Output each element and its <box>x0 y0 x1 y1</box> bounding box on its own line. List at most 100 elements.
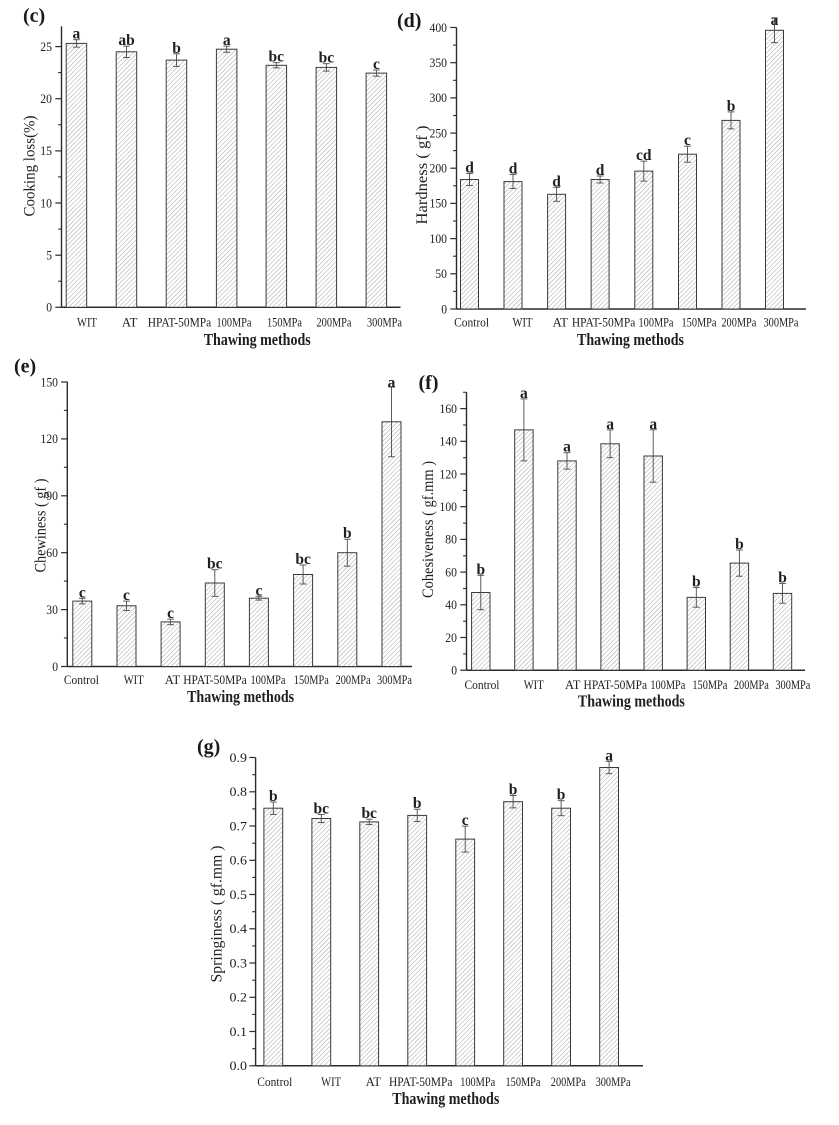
svg-text:b: b <box>778 570 787 587</box>
svg-text:c: c <box>123 587 130 604</box>
svg-text:c: c <box>79 584 86 601</box>
svg-text:Cohesiveness ( gf.mm ): Cohesiveness ( gf.mm ) <box>420 461 437 598</box>
svg-text:WIT: WIT <box>124 673 144 687</box>
svg-text:(e): (e) <box>14 356 36 378</box>
svg-text:Cooking loss(%): Cooking loss(%) <box>22 116 39 217</box>
svg-text:Springiness ( gf.mm ): Springiness ( gf.mm ) <box>209 846 226 983</box>
svg-text:c: c <box>373 56 380 73</box>
svg-text:100MPa: 100MPa <box>639 316 674 330</box>
svg-text:c: c <box>684 132 691 149</box>
svg-text:bc: bc <box>269 49 285 66</box>
svg-text:0.1: 0.1 <box>230 1025 248 1039</box>
svg-text:b: b <box>692 574 701 591</box>
svg-text:80: 80 <box>445 533 457 547</box>
svg-text:a: a <box>388 374 396 391</box>
svg-text:0.8: 0.8 <box>230 785 248 799</box>
svg-text:20: 20 <box>445 631 457 645</box>
svg-text:90: 90 <box>46 489 58 503</box>
svg-text:120: 120 <box>41 432 59 446</box>
svg-text:ab: ab <box>118 32 134 49</box>
svg-text:150: 150 <box>41 375 59 389</box>
svg-text:Control: Control <box>454 316 489 330</box>
svg-text:Control: Control <box>64 673 99 687</box>
svg-text:HPAT-50MPa: HPAT-50MPa <box>148 316 212 330</box>
svg-text:(d): (d) <box>397 10 421 32</box>
svg-text:b: b <box>413 795 422 812</box>
svg-text:cd: cd <box>636 147 652 164</box>
svg-text:HPAT-50MPa: HPAT-50MPa <box>584 678 648 692</box>
svg-text:0: 0 <box>46 301 52 315</box>
svg-text:b: b <box>727 98 736 115</box>
svg-text:25: 25 <box>40 40 52 54</box>
svg-text:0: 0 <box>451 664 457 678</box>
svg-text:0.7: 0.7 <box>230 819 248 833</box>
svg-text:40: 40 <box>445 598 457 612</box>
svg-text:a: a <box>563 439 571 456</box>
svg-text:350: 350 <box>430 56 448 70</box>
svg-text:0: 0 <box>52 660 58 674</box>
svg-text:Thawing methods: Thawing methods <box>578 692 685 711</box>
svg-text:200MPa: 200MPa <box>317 316 352 330</box>
svg-text:0: 0 <box>441 302 447 316</box>
svg-text:Chewiness ( gf ): Chewiness ( gf ) <box>33 479 50 573</box>
svg-text:200MPa: 200MPa <box>734 678 769 692</box>
svg-text:200: 200 <box>430 162 448 176</box>
svg-text:150: 150 <box>430 197 448 211</box>
svg-text:(c): (c) <box>23 5 45 27</box>
svg-text:0.3: 0.3 <box>230 956 248 970</box>
svg-text:Hardness ( gf ): Hardness ( gf ) <box>414 126 431 225</box>
svg-text:300MPa: 300MPa <box>596 1075 631 1089</box>
svg-text:AT: AT <box>565 678 581 692</box>
svg-text:30: 30 <box>46 603 58 617</box>
svg-text:100: 100 <box>430 232 448 246</box>
svg-text:200MPa: 200MPa <box>721 316 756 330</box>
svg-text:100MPa: 100MPa <box>217 316 252 330</box>
svg-text:150MPa: 150MPa <box>682 316 717 330</box>
svg-text:Thawing methods: Thawing methods <box>204 330 311 349</box>
svg-text:Control: Control <box>465 678 500 692</box>
svg-text:bc: bc <box>314 800 330 817</box>
svg-text:HPAT-50MPa: HPAT-50MPa <box>389 1075 453 1089</box>
svg-text:bc: bc <box>319 50 335 67</box>
svg-text:200MPa: 200MPa <box>551 1075 586 1089</box>
svg-text:Thawing methods: Thawing methods <box>392 1089 499 1108</box>
svg-text:AT: AT <box>122 316 138 330</box>
svg-text:300: 300 <box>430 91 448 105</box>
svg-text:bc: bc <box>361 805 377 822</box>
svg-text:b: b <box>735 536 744 553</box>
svg-text:c: c <box>462 812 469 829</box>
svg-text:160: 160 <box>440 402 458 416</box>
svg-text:a: a <box>649 416 657 433</box>
svg-text:10: 10 <box>40 196 52 210</box>
svg-text:bc: bc <box>207 556 223 573</box>
svg-text:100MPa: 100MPa <box>251 673 286 687</box>
svg-text:a: a <box>73 26 81 43</box>
svg-text:b: b <box>476 561 485 578</box>
svg-text:100MPa: 100MPa <box>460 1075 495 1089</box>
svg-text:15: 15 <box>40 144 52 158</box>
svg-text:d: d <box>596 162 605 179</box>
svg-text:300MPa: 300MPa <box>775 678 810 692</box>
svg-text:c: c <box>167 605 174 622</box>
svg-text:150MPa: 150MPa <box>506 1075 541 1089</box>
svg-text:400: 400 <box>430 21 448 35</box>
svg-text:WIT: WIT <box>321 1075 341 1089</box>
svg-text:d: d <box>552 173 561 190</box>
svg-text:250: 250 <box>430 126 448 140</box>
svg-text:150MPa: 150MPa <box>294 673 329 687</box>
svg-text:150MPa: 150MPa <box>267 316 302 330</box>
svg-text:120: 120 <box>440 467 458 481</box>
svg-text:WIT: WIT <box>513 316 533 330</box>
svg-text:a: a <box>605 747 613 764</box>
svg-text:bc: bc <box>295 551 311 568</box>
svg-text:b: b <box>557 787 566 804</box>
svg-text:a: a <box>606 416 614 433</box>
svg-text:b: b <box>509 782 518 799</box>
svg-text:5: 5 <box>46 248 52 262</box>
svg-text:0.5: 0.5 <box>230 888 248 902</box>
svg-text:(f): (f) <box>419 372 439 394</box>
svg-text:150MPa: 150MPa <box>692 678 727 692</box>
svg-text:100: 100 <box>440 500 458 514</box>
svg-text:300MPa: 300MPa <box>377 673 412 687</box>
svg-text:Thawing methods: Thawing methods <box>577 330 684 349</box>
